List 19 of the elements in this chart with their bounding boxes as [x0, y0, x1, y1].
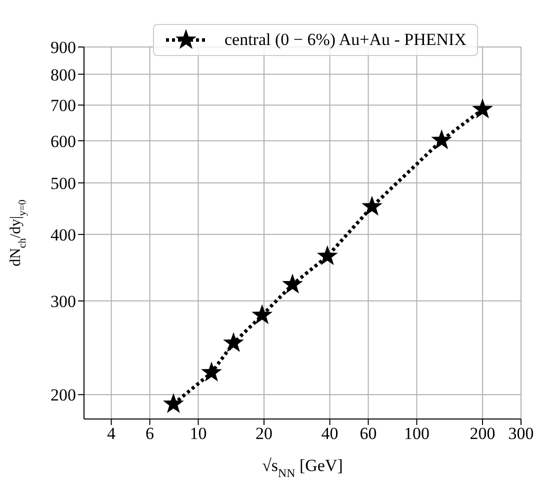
x-axis-title: √s$_{NN}$ [GeV]: [262, 456, 343, 480]
x-tick-label: 100: [404, 424, 430, 444]
y-tick-label: 200: [50, 386, 76, 405]
y-tick-label: 300: [50, 292, 76, 311]
x-tick-label: 300: [508, 424, 534, 444]
x-tick-label: 10: [190, 424, 207, 444]
y-tick-label: 500: [50, 174, 76, 193]
y-tick-label: 700: [50, 96, 76, 116]
x-tick-label: 40: [321, 424, 338, 444]
y-tick-label: 900: [50, 38, 76, 58]
x-tick-label: 200: [470, 424, 496, 444]
y-tick-label: 400: [50, 225, 76, 244]
x-tick-label: 4: [107, 424, 116, 444]
legend-label: central (0 − 6%) Au+Au - PHENIX: [224, 30, 466, 50]
x-tick-label: 60: [360, 424, 377, 444]
y-tick-label: 600: [50, 132, 76, 151]
x-tick-label: 20: [256, 424, 273, 444]
y-tick-label: 800: [50, 65, 76, 84]
x-tick-label: 6: [146, 424, 154, 444]
